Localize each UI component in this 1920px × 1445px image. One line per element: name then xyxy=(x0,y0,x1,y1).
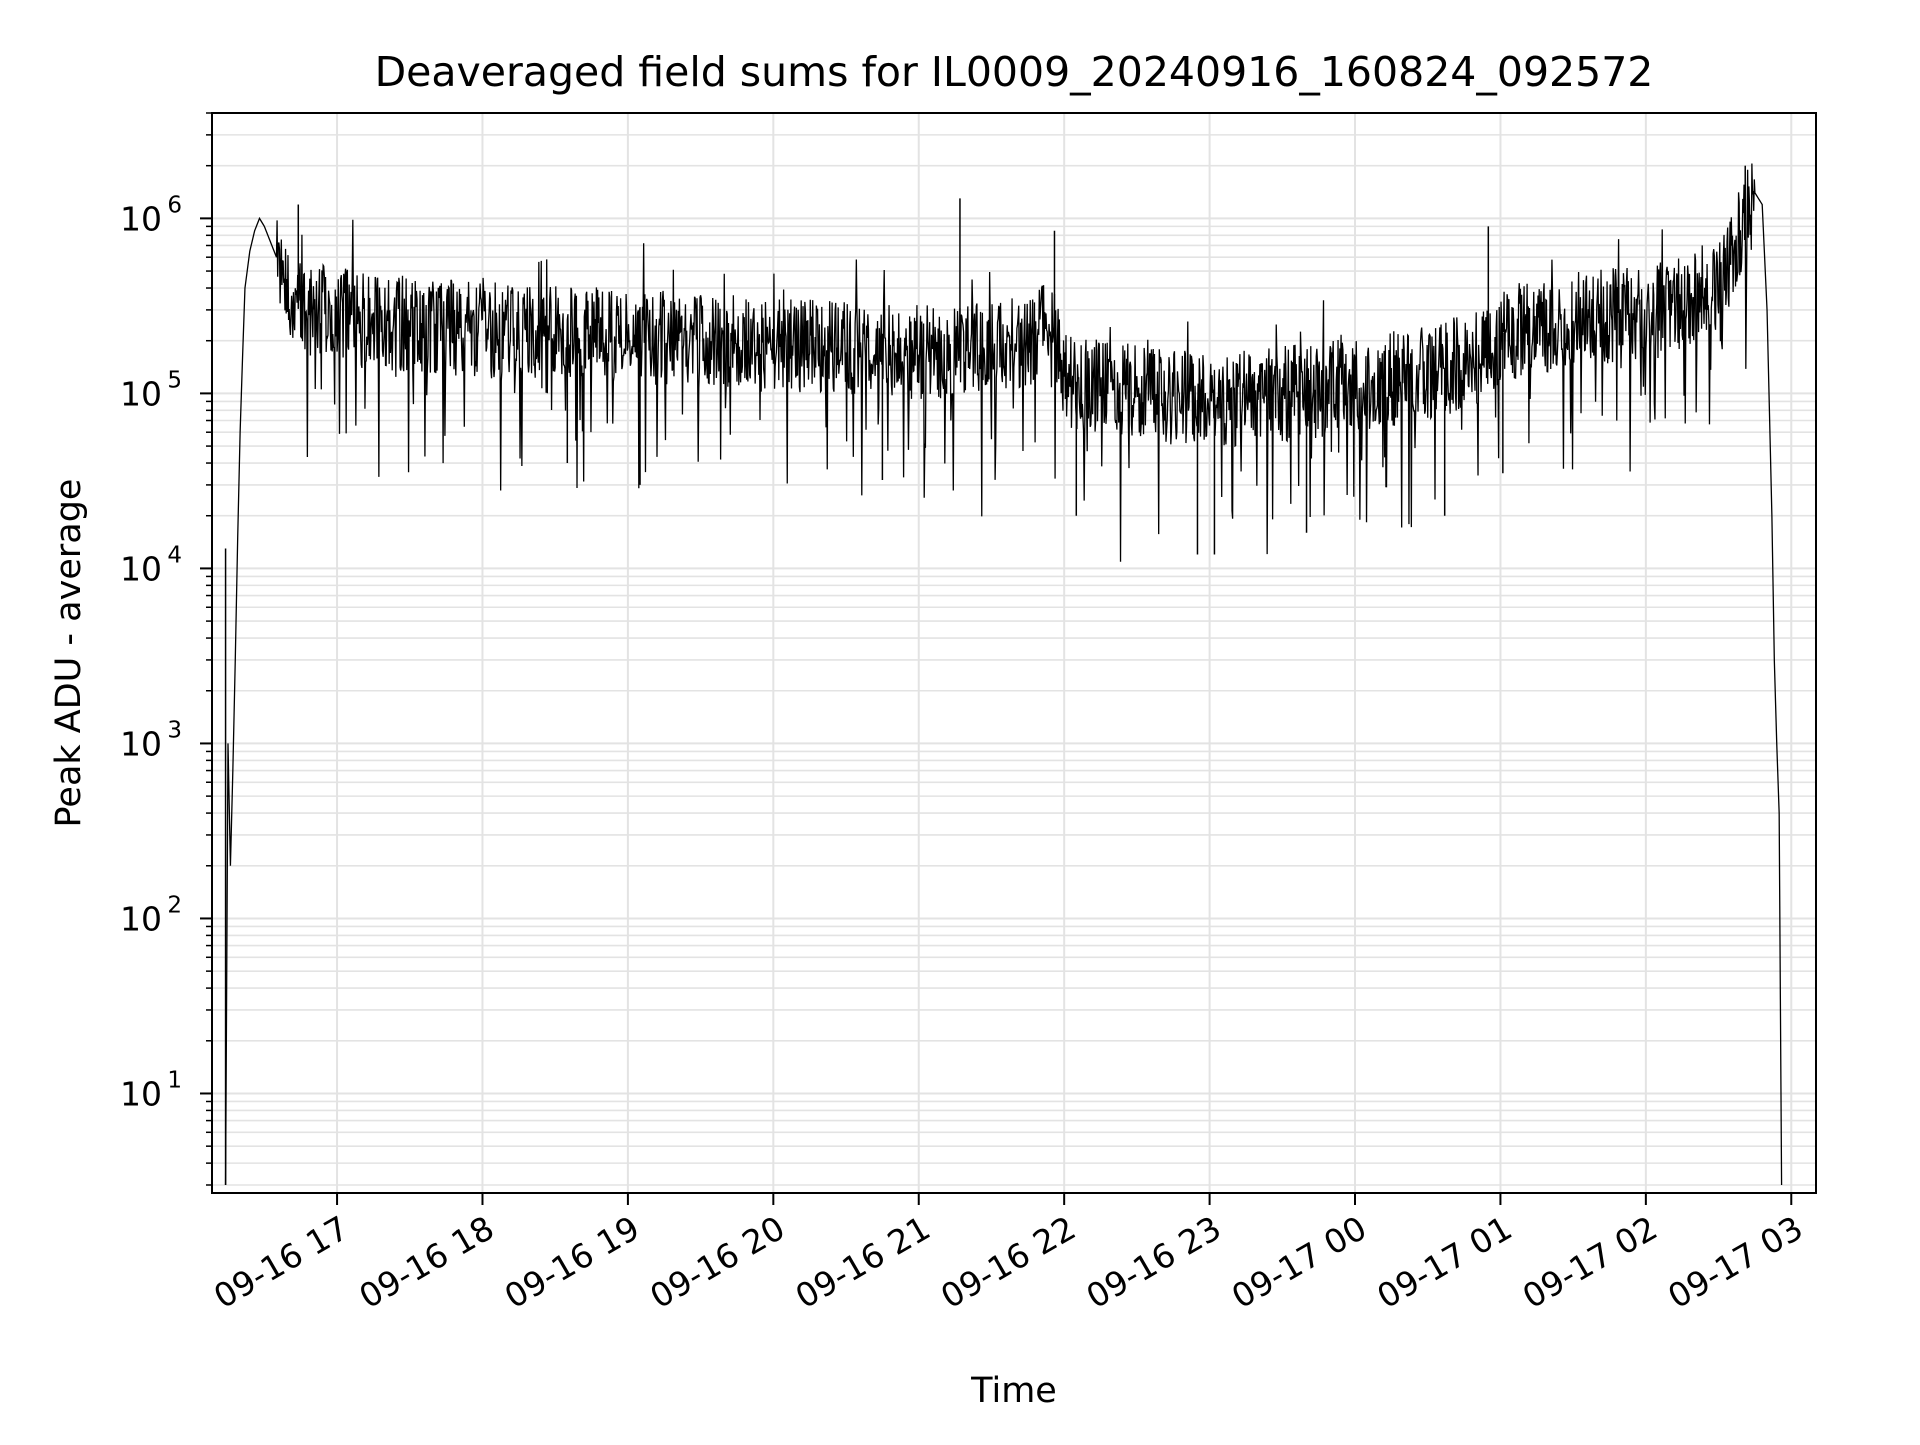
series-line xyxy=(224,163,1783,1185)
y-tick-exponent: 5 xyxy=(167,367,182,393)
y-axis-label: Peak ADU - average xyxy=(49,479,89,828)
plot-data xyxy=(224,163,1783,1185)
y-tick-exponent: 2 xyxy=(167,892,182,918)
y-tick-label: 10 xyxy=(120,549,162,588)
x-axis-label: Time xyxy=(970,1371,1057,1411)
plot-frame xyxy=(211,112,1817,1194)
chart-title: Deaveraged field sums for IL0009_2024091… xyxy=(375,48,1654,96)
y-tick-label: 10 xyxy=(120,199,162,238)
y-tick-label: 10 xyxy=(120,724,162,763)
y-tick-exponent: 3 xyxy=(167,717,182,743)
y-tick-label: 10 xyxy=(120,1074,162,1113)
y-tick-label: 10 xyxy=(120,899,162,938)
y-tick-exponent: 6 xyxy=(167,192,182,218)
y-tick-label: 10 xyxy=(120,374,162,413)
y-tick-exponent: 4 xyxy=(167,542,182,568)
y-tick-exponent: 1 xyxy=(167,1067,182,1093)
